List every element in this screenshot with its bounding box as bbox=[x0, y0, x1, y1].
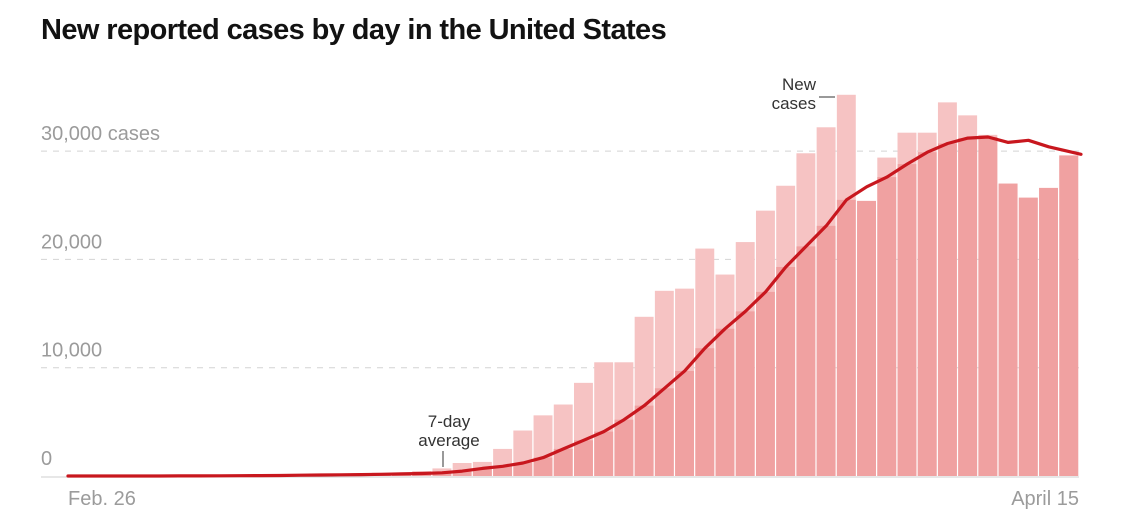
bar-below-average bbox=[735, 311, 755, 476]
bar-below-average bbox=[695, 348, 715, 476]
bar-below-average bbox=[755, 291, 775, 476]
bar-below-average bbox=[533, 457, 553, 476]
bars bbox=[88, 94, 1079, 477]
bar-below-average bbox=[553, 448, 573, 476]
y-tick-label: 0 bbox=[41, 448, 52, 470]
chart-title: New reported cases by day in the United … bbox=[41, 14, 667, 46]
bar-below-average bbox=[937, 143, 957, 477]
bar-below-average bbox=[877, 177, 897, 477]
bar-below-average bbox=[958, 138, 978, 476]
y-axis-labels: 0 10,000 20,000 30,000 cases bbox=[41, 123, 160, 470]
bar-below-average bbox=[715, 328, 735, 476]
bar-below-average bbox=[594, 431, 614, 476]
bar-below-average bbox=[574, 440, 593, 476]
bar-below-average bbox=[1059, 155, 1079, 476]
bar-below-average bbox=[978, 137, 998, 476]
bar-below-average bbox=[776, 266, 796, 476]
x-axis-labels: Feb. 26 April 15 bbox=[68, 488, 1079, 510]
bar-below-average bbox=[654, 388, 674, 476]
bar-below-average bbox=[634, 405, 654, 476]
bar-below-average bbox=[917, 152, 937, 477]
bar-below-average bbox=[452, 471, 472, 476]
y-tick-label: 10,000 bbox=[41, 340, 102, 362]
annotation-new-cases: New cases bbox=[772, 75, 817, 113]
bar-below-average bbox=[857, 200, 876, 476]
annotations: New cases 7-day average bbox=[418, 75, 835, 467]
bar-below-average bbox=[836, 199, 856, 476]
bar-below-average bbox=[1039, 187, 1058, 476]
x-tick-label: April 15 bbox=[1011, 488, 1079, 510]
bar-below-average bbox=[675, 370, 695, 476]
y-tick-label: 30,000 cases bbox=[41, 123, 160, 145]
bar-below-average bbox=[493, 466, 513, 476]
bar-below-average bbox=[1018, 197, 1038, 476]
bar-below-average bbox=[816, 225, 836, 476]
x-tick-label: Feb. 26 bbox=[68, 488, 136, 510]
annotation-seven-day-average: 7-day average bbox=[418, 412, 479, 450]
y-tick-label: 20,000 bbox=[41, 231, 102, 253]
bar-below-average bbox=[614, 419, 634, 476]
bar-below-average bbox=[796, 246, 816, 476]
bar-below-average bbox=[998, 183, 1018, 476]
bar-below-average bbox=[513, 463, 533, 476]
bar-below-average bbox=[472, 468, 492, 476]
seven-day-average-line bbox=[66, 135, 1083, 478]
bar-below-average bbox=[897, 164, 917, 476]
